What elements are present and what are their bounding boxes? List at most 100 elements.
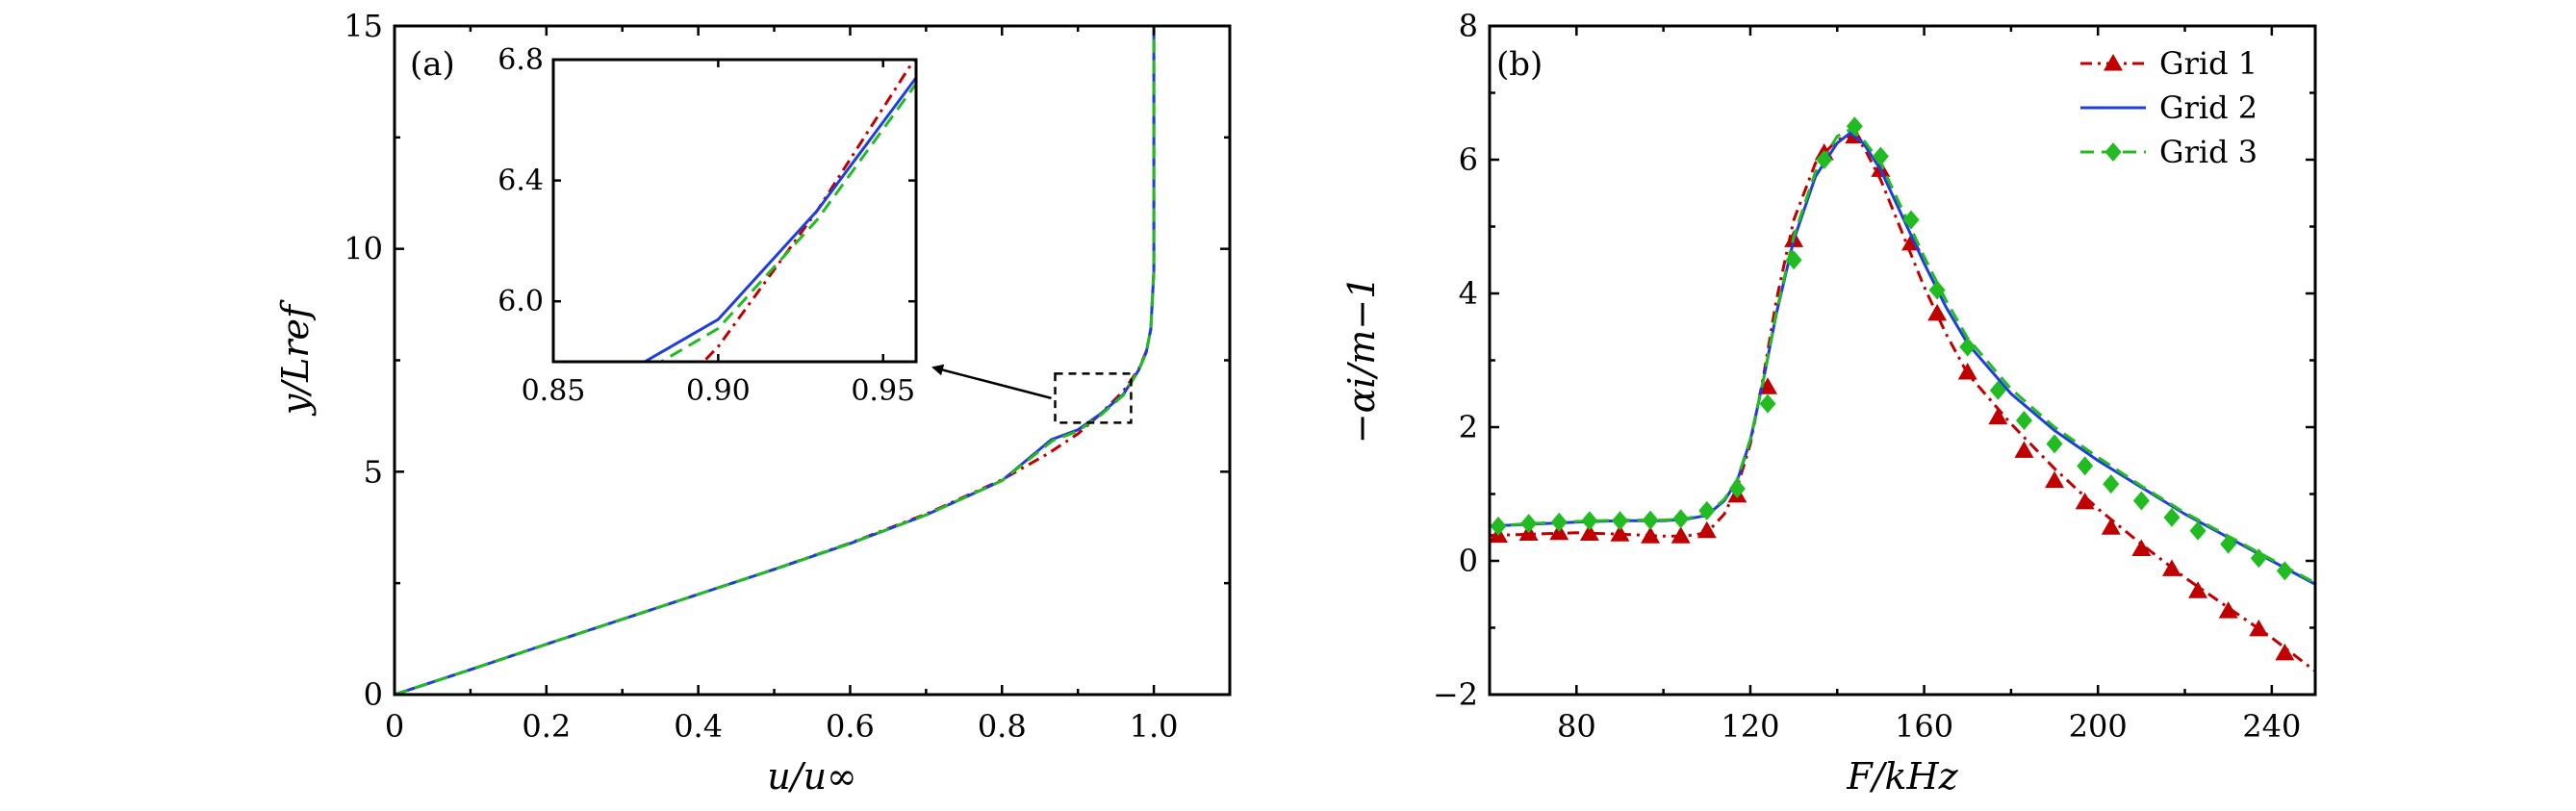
panel-b-marker-1 bbox=[1696, 520, 1717, 539]
panel-a-xtick-label: 0.6 bbox=[826, 708, 875, 745]
panel-b-marker-3 bbox=[1785, 250, 1802, 270]
inset: 0.85 0.90 0.95 6.0 6.4 6.8 bbox=[497, 43, 918, 408]
panel-b-xtick-label: 200 bbox=[2069, 708, 2128, 745]
panel-b-marker-3 bbox=[1520, 514, 1538, 534]
panel-b-ytick-label: 4 bbox=[1459, 275, 1478, 312]
panel-b-series bbox=[1490, 116, 2315, 672]
panel-b-marker-1 bbox=[2045, 470, 2065, 489]
panel-b-marker-3 bbox=[2250, 548, 2267, 569]
panel-b-xlabel: F/kHz bbox=[1846, 755, 1958, 798]
panel-a-ytick-label: 15 bbox=[344, 8, 383, 44]
inset-series-line-3 bbox=[658, 80, 916, 362]
panel-b-marker-1 bbox=[1988, 407, 2008, 425]
panel-a-ticks: 0 0.2 0.4 0.6 0.8 1.0 0 5 10 15 bbox=[344, 8, 1232, 745]
inset-xtick-label: 0.95 bbox=[851, 374, 915, 408]
panel-b-xtick-label: 80 bbox=[1557, 708, 1596, 745]
panel-b-series-line-3 bbox=[1490, 127, 2315, 585]
panel-b-marker-3 bbox=[1846, 116, 1863, 137]
panel-b-marker-3 bbox=[1902, 210, 1920, 230]
panel-b-marker-3 bbox=[1872, 146, 1889, 166]
panel-b-ytick-label: 8 bbox=[1459, 8, 1478, 44]
inset-ytick-label: 6.8 bbox=[497, 43, 544, 77]
zoom-arrow bbox=[931, 364, 1052, 400]
inset-ytick-label: 6.0 bbox=[497, 285, 544, 318]
panel-b-marker-3 bbox=[2077, 456, 2094, 476]
panel-b-marker-3 bbox=[1759, 393, 1776, 414]
inset-series-line-2 bbox=[642, 73, 916, 362]
panel-b-ytick-label: 2 bbox=[1459, 409, 1478, 445]
panel-a-ytick-label: 10 bbox=[344, 231, 383, 267]
inset-xtick-label: 0.90 bbox=[686, 374, 751, 408]
panel-a-ylabel: y/Lref bbox=[274, 299, 317, 417]
panel-b-marker-3 bbox=[1581, 511, 1598, 531]
panel-b-marker-1 bbox=[1758, 377, 1778, 394]
panel-b-marker-1 bbox=[2014, 441, 2034, 458]
panel-b-xtick-label: 240 bbox=[2242, 708, 2301, 745]
panel-a-xlabel: u/u∞ bbox=[767, 755, 856, 798]
panel-b-marker-1 bbox=[2131, 539, 2152, 556]
panel-b-marker-3 bbox=[1672, 509, 1690, 529]
panel-b-marker-3 bbox=[2220, 534, 2237, 554]
panel-b-marker-3 bbox=[2189, 520, 2206, 541]
panel-b-ytick-label: 6 bbox=[1459, 141, 1478, 178]
inset-frame bbox=[551, 58, 918, 364]
panel-b-marker-1 bbox=[2075, 492, 2095, 510]
panel-b-marker-3 bbox=[2046, 434, 2063, 454]
panel-b-marker-3 bbox=[1816, 150, 1833, 169]
panel-b-marker-1 bbox=[1610, 524, 1630, 542]
panel-b-marker-1 bbox=[1579, 523, 1599, 542]
panel-b-ylabel: −αi/m−1 bbox=[1340, 276, 1383, 444]
inset-xtick-label: 0.85 bbox=[522, 374, 586, 408]
panel-b-marker-1 bbox=[2249, 619, 2269, 637]
inset-ticks: 0.85 0.90 0.95 6.0 6.4 6.8 bbox=[497, 43, 916, 408]
panel-a-xtick-label: 0 bbox=[385, 708, 404, 745]
panel-b-xtick-label: 160 bbox=[1895, 708, 1953, 745]
panel-a-xtick-label: 0.4 bbox=[674, 708, 723, 745]
legend: Grid 1 Grid 2 Grid 3 bbox=[2080, 45, 2257, 170]
panel-b-marker-3 bbox=[1928, 280, 1946, 300]
panel-b-marker-1 bbox=[2161, 559, 2181, 576]
legend-marker-3 bbox=[2104, 142, 2122, 162]
panel-a: 0 0.2 0.4 0.6 0.8 1.0 0 5 10 15 (a) u/u∞ y/Lref 0… bbox=[274, 8, 1232, 798]
panel-b-marker-3 bbox=[2163, 507, 2181, 527]
inset-series bbox=[642, 60, 916, 362]
panel-b-marker-3 bbox=[2015, 411, 2032, 431]
panel-b-marker-1 bbox=[2188, 581, 2208, 598]
panel-b-marker-3 bbox=[1642, 510, 1659, 530]
panel-b-ticks: 80 120 160 200 240 −2 0 2 4 6 8 bbox=[1433, 8, 2315, 745]
inset-series-line-1 bbox=[701, 60, 916, 362]
panel-b-marker-1 bbox=[1671, 526, 1691, 544]
panel-b-marker-3 bbox=[1698, 500, 1716, 520]
panel-b-xtick-label: 120 bbox=[1721, 708, 1779, 745]
panel-a-tag: (a) bbox=[410, 45, 455, 84]
panel-b-marker-1 bbox=[2218, 601, 2238, 619]
panel-b-marker-1 bbox=[2101, 518, 2121, 535]
panel-b-marker-1 bbox=[1641, 526, 1661, 544]
panel-a-ytick-label: 5 bbox=[364, 453, 383, 490]
panel-b-marker-1 bbox=[1927, 303, 1948, 321]
inset-ytick-label: 6.4 bbox=[497, 165, 544, 198]
panel-a-xtick-label: 0.2 bbox=[522, 708, 571, 745]
panel-b-tag: (b) bbox=[1496, 45, 1543, 84]
legend-label-1: Grid 1 bbox=[2159, 45, 2257, 82]
zoom-region-box bbox=[1054, 372, 1133, 424]
panel-b-marker-3 bbox=[1989, 380, 2006, 400]
panel-b-marker-3 bbox=[2132, 491, 2150, 511]
panel-b-marker-3 bbox=[1611, 511, 1628, 531]
panel-b-ytick-label: 0 bbox=[1459, 543, 1478, 579]
legend-label-2: Grid 2 bbox=[2159, 89, 2257, 126]
panel-b-ytick-label: −2 bbox=[1433, 676, 1478, 713]
panel-b-marker-3 bbox=[2276, 561, 2293, 581]
legend-label-3: Grid 3 bbox=[2159, 134, 2257, 170]
panel-b-marker-3 bbox=[1728, 478, 1746, 498]
panel-a-xtick-label: 0.8 bbox=[978, 708, 1027, 745]
panel-b-marker-3 bbox=[1490, 516, 1507, 536]
panel-b-marker-3 bbox=[1959, 337, 1977, 357]
panel-a-xtick-label: 1.0 bbox=[1130, 708, 1179, 745]
panel-b-marker-1 bbox=[2275, 643, 2295, 661]
panel-b-marker-1 bbox=[1957, 363, 1977, 380]
panel-b-marker-3 bbox=[2103, 474, 2120, 494]
legend-marker-1 bbox=[2104, 54, 2123, 71]
